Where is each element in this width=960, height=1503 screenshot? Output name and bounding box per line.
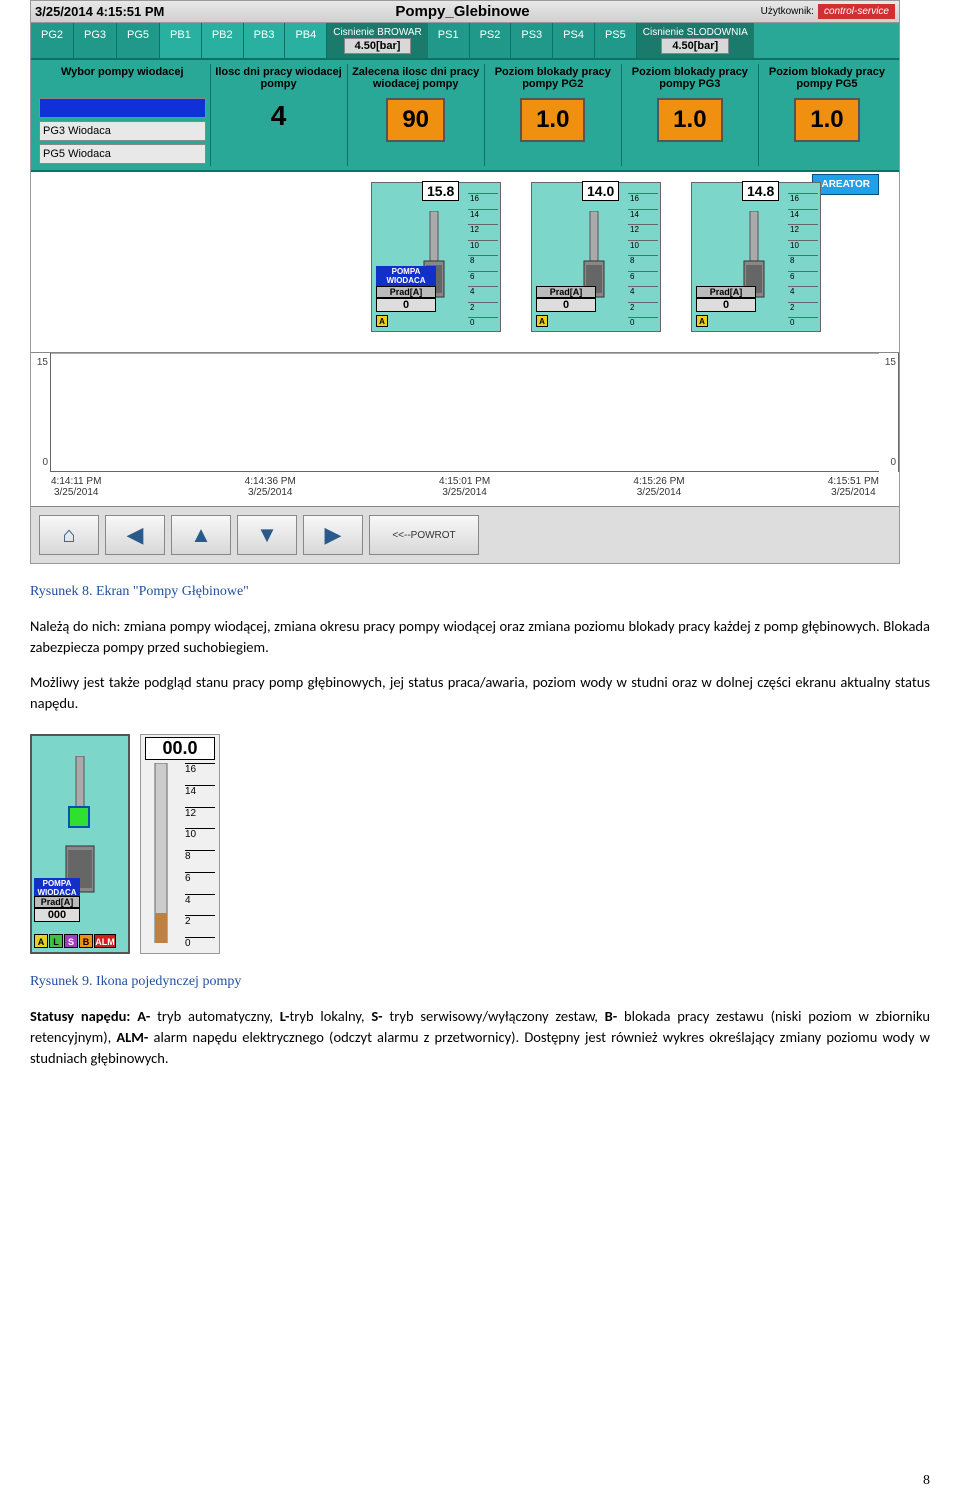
tank-1: 15.8 POMPA WIODACA Prad[A] 0 A 161412108… [371,182,501,332]
status-b: B [79,934,93,948]
figure-9-caption: Rysunek 9. Ikona pojedynczej pompy [30,974,930,990]
status-alm: ALM [94,934,116,948]
tank-2: 14.0 Prad[A] 0 A 1614121086420 [531,182,661,332]
next-button[interactable]: ▶ [303,515,363,555]
status-a: A [696,315,708,327]
controls-row: Wybor pompy wiodacej PG2 Wiodaca PG3 Wio… [31,60,899,172]
status-a: A [376,315,388,327]
prad-label: Prad[A] [536,286,596,298]
browar-label: Cisnienie BROWAR [333,27,422,38]
up-button[interactable]: ▲ [171,515,231,555]
days-rec-value[interactable]: 90 [386,98,445,142]
screen-title: Pompy_Glebinowe [395,3,529,20]
block-pg2-value[interactable]: 1.0 [520,98,585,142]
tank-3-level: 14.8 [742,181,779,201]
trend-y-axis: 150 [31,353,51,472]
home-button[interactable]: ⌂ [39,515,99,555]
days-rec-header: Zalecena ilosc dni pracy wiodacej pompy [352,66,480,94]
tab-ps4[interactable]: PS4 [553,23,595,58]
nav-bar: ⌂ ◀ ▲ ▼ ▶ <<--POWROT [31,506,899,563]
down-button[interactable]: ▼ [237,515,297,555]
status-s: S [64,934,78,948]
days-worked-header: Ilosc dni pracy wiodacej pompy [215,66,343,94]
page-number: 8 [923,1473,930,1489]
pg5-lead-button[interactable]: PG5 Wiodaca [39,144,206,164]
tabs-row: PG2 PG3 PG5 PB1 PB2 PB3 PB4 Cisnienie BR… [31,23,899,60]
title-bar: 3/25/2014 4:15:51 PM Pompy_Glebinowe Uży… [31,1,899,23]
lead-pump-header: Wybor pompy wiodacej [39,66,206,94]
tab-pg5[interactable]: PG5 [117,23,160,58]
block-pg5-value[interactable]: 1.0 [794,98,859,142]
status-a: A [34,934,48,948]
prad-value: 0 [536,298,596,312]
return-button[interactable]: <<--POWROT [369,515,479,555]
figure-9: POMPA WIODACA Prad[A] 000 A L S B ALM 00… [30,734,930,954]
prad-value: 0 [376,298,436,312]
prad-value: 0 [696,298,756,312]
slodownia-pressure: Cisnienie SLODOWNIA 4.50[bar] [637,23,754,58]
tab-ps2[interactable]: PS2 [470,23,512,58]
days-worked-value: 4 [215,100,343,132]
tab-pb4[interactable]: PB4 [285,23,327,58]
browar-pressure: Cisnienie BROWAR 4.50[bar] [327,23,428,58]
slod-label: Cisnienie SLODOWNIA [643,27,748,38]
tab-pb3[interactable]: PB3 [244,23,286,58]
status-row: A L S B ALM [34,934,116,948]
areator-button[interactable]: AREATOR [812,174,879,195]
tanks-area: AREATOR 15.8 POMPA WIODACA Prad[A] 0 A 1… [31,172,899,352]
detail-scale: 00.0 1614121086420 [140,734,220,954]
datetime: 3/25/2014 4:15:51 PM [35,4,164,19]
tab-ps3[interactable]: PS3 [511,23,553,58]
block-pg3-value[interactable]: 1.0 [657,98,722,142]
figure-8-caption: Rysunek 8. Ekran "Pompy Głębinowe" [30,584,930,600]
tank-2-level: 14.0 [582,181,619,201]
tank-1-level: 15.8 [422,181,459,201]
block-pg3-header: Poziom blokady pracy pompy PG3 [626,66,754,94]
browar-value: 4.50[bar] [344,38,412,54]
scale-value: 00.0 [145,737,215,760]
prev-button[interactable]: ◀ [105,515,165,555]
tab-ps1[interactable]: PS1 [428,23,470,58]
pompa-wiodaca-label: POMPA WIODACA [376,266,436,286]
tank-2-scale: 1614121086420 [628,193,658,327]
prad-label: Prad[A] [376,286,436,298]
status-indicator [68,806,90,828]
trend-x-axis: 4:14:11 PM3/25/2014 4:14:36 PM3/25/2014 … [31,472,899,506]
pompa-wiodaca-label: POMPA WIODACA [34,878,80,898]
trend-chart: 150 150 [31,352,899,472]
trend-y-axis-right: 150 [879,353,899,472]
tank-3: 14.8 Prad[A] 0 A 1614121086420 [691,182,821,332]
scada-screenshot: 3/25/2014 4:15:51 PM Pompy_Glebinowe Uży… [30,0,900,564]
tank-3-scale: 1614121086420 [788,193,818,327]
tab-pg2[interactable]: PG2 [31,23,74,58]
tab-pb1[interactable]: PB1 [160,23,202,58]
paragraph-2: Możliwy jest także podgląd stanu pracy p… [30,672,930,714]
paragraph-1: Należą do nich: zmiana pompy wiodącej, z… [30,616,930,658]
logo: control-service [818,4,895,19]
tab-pg3[interactable]: PG3 [74,23,117,58]
prad-value: 000 [34,908,80,922]
status-l: L [49,934,63,948]
pg2-lead-button[interactable]: PG2 Wiodaca [39,98,206,118]
block-pg2-header: Poziom blokady pracy pompy PG2 [489,66,617,94]
prad-label: Prad[A] [696,286,756,298]
pg3-lead-button[interactable]: PG3 Wiodaca [39,121,206,141]
status-a: A [536,315,548,327]
block-pg5-header: Poziom blokady pracy pompy PG5 [763,66,891,94]
tab-pb2[interactable]: PB2 [202,23,244,58]
paragraph-3: Statusy napędu: A- tryb automatyczny, L-… [30,1006,930,1069]
prad-label: Prad[A] [34,896,80,908]
tab-ps5[interactable]: PS5 [595,23,637,58]
detail-tank: POMPA WIODACA Prad[A] 000 A L S B ALM [30,734,130,954]
tank-1-scale: 1614121086420 [468,193,498,327]
slod-value: 4.50[bar] [661,38,729,54]
user-label: Użytkownik: [761,6,814,17]
